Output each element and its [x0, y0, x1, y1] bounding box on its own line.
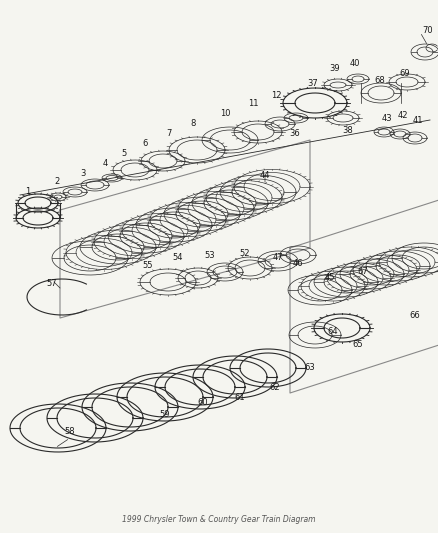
- Text: 62: 62: [269, 384, 280, 392]
- Text: 2: 2: [54, 177, 60, 187]
- Text: 58: 58: [64, 427, 75, 437]
- Text: 4: 4: [102, 158, 107, 167]
- Text: 59: 59: [159, 410, 170, 419]
- Text: 60: 60: [197, 399, 208, 408]
- Text: 55: 55: [142, 261, 153, 270]
- Text: 11: 11: [247, 99, 258, 108]
- Text: 41: 41: [412, 116, 422, 125]
- Text: 44: 44: [259, 171, 270, 180]
- Text: 40: 40: [349, 59, 360, 68]
- Text: 39: 39: [329, 63, 339, 72]
- Text: 68: 68: [374, 76, 385, 85]
- Text: 3: 3: [80, 168, 85, 177]
- Text: 46: 46: [292, 260, 303, 269]
- Text: 42: 42: [397, 110, 407, 119]
- Text: 12: 12: [270, 91, 281, 100]
- Text: 52: 52: [239, 248, 250, 257]
- Text: 63: 63: [304, 364, 314, 373]
- Text: 66: 66: [409, 311, 420, 319]
- Text: 67: 67: [357, 268, 367, 277]
- Text: 8: 8: [190, 118, 195, 127]
- Text: 7: 7: [166, 128, 171, 138]
- Text: 37: 37: [307, 78, 318, 87]
- Text: 5: 5: [121, 149, 126, 157]
- Text: 69: 69: [399, 69, 410, 77]
- Text: 36: 36: [289, 128, 300, 138]
- Text: 1: 1: [25, 188, 31, 197]
- Text: 1999 Chrysler Town & Country Gear Train Diagram: 1999 Chrysler Town & Country Gear Train …: [122, 515, 315, 524]
- Text: 65: 65: [352, 341, 363, 350]
- Text: 61: 61: [234, 393, 245, 402]
- Text: 10: 10: [219, 109, 230, 117]
- Text: 43: 43: [381, 114, 392, 123]
- Text: 57: 57: [46, 279, 57, 287]
- Text: 70: 70: [422, 26, 432, 35]
- Text: 47: 47: [272, 254, 283, 262]
- Text: 6: 6: [142, 139, 147, 148]
- Text: 64: 64: [327, 327, 338, 336]
- Text: 53: 53: [204, 251, 215, 260]
- Text: 45: 45: [324, 273, 335, 282]
- Text: 38: 38: [342, 125, 353, 134]
- Text: 54: 54: [173, 254, 183, 262]
